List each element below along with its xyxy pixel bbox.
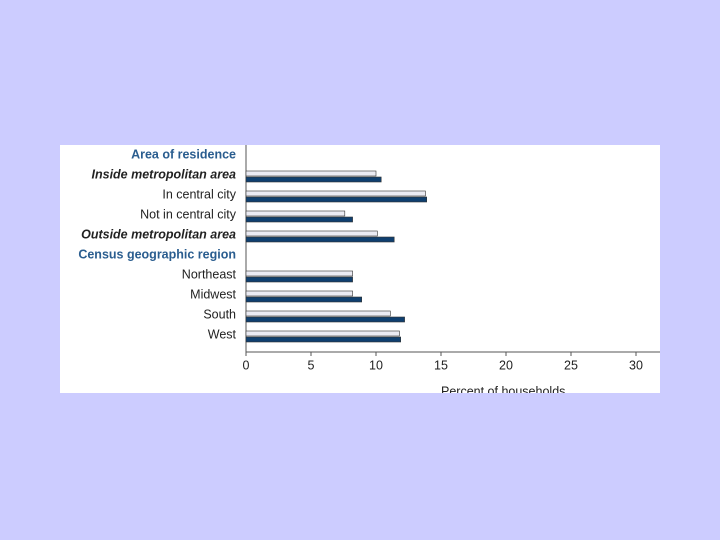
x-tick-label: 5 — [308, 358, 315, 372]
bar — [245, 270, 353, 277]
chart: Percent of households 0 5 10 15 20 25 30 Area o… — [78, 145, 660, 398]
y-tick-label: Midwest — [190, 287, 236, 301]
x-tick-label: 25 — [564, 358, 578, 372]
y-tick-label: South — [203, 307, 236, 321]
y-tick-label: Area of residence — [131, 147, 236, 161]
bar — [245, 210, 346, 217]
bar — [245, 176, 382, 183]
y-tick-label: In central city — [162, 187, 236, 201]
bar — [245, 190, 426, 197]
x-tick-label: 15 — [434, 358, 448, 372]
x-axis-label: Percent of households — [441, 384, 565, 398]
y-tick-label: Inside metropolitan area — [92, 167, 237, 181]
bar — [245, 276, 353, 283]
y-tick-label: Outside metropolitan area — [81, 227, 236, 241]
bar — [245, 230, 378, 237]
bar — [245, 336, 401, 343]
bar — [245, 316, 405, 323]
bar — [245, 290, 353, 297]
bar — [245, 330, 400, 337]
bar — [245, 216, 353, 223]
x-tick-label: 20 — [499, 358, 513, 372]
y-tick-label: Census geographic region — [78, 247, 236, 261]
bar — [245, 236, 395, 243]
x-tick-label: 0 — [243, 358, 250, 372]
bar — [245, 170, 377, 177]
bar — [245, 310, 391, 317]
x-tick-label: 10 — [369, 358, 383, 372]
bar — [245, 296, 362, 303]
bar — [245, 196, 427, 203]
y-tick-label: West — [208, 327, 237, 341]
y-tick-label: Not in central city — [140, 207, 237, 221]
y-tick-label: Northeast — [182, 267, 237, 281]
x-tick-label: 30 — [629, 358, 643, 372]
